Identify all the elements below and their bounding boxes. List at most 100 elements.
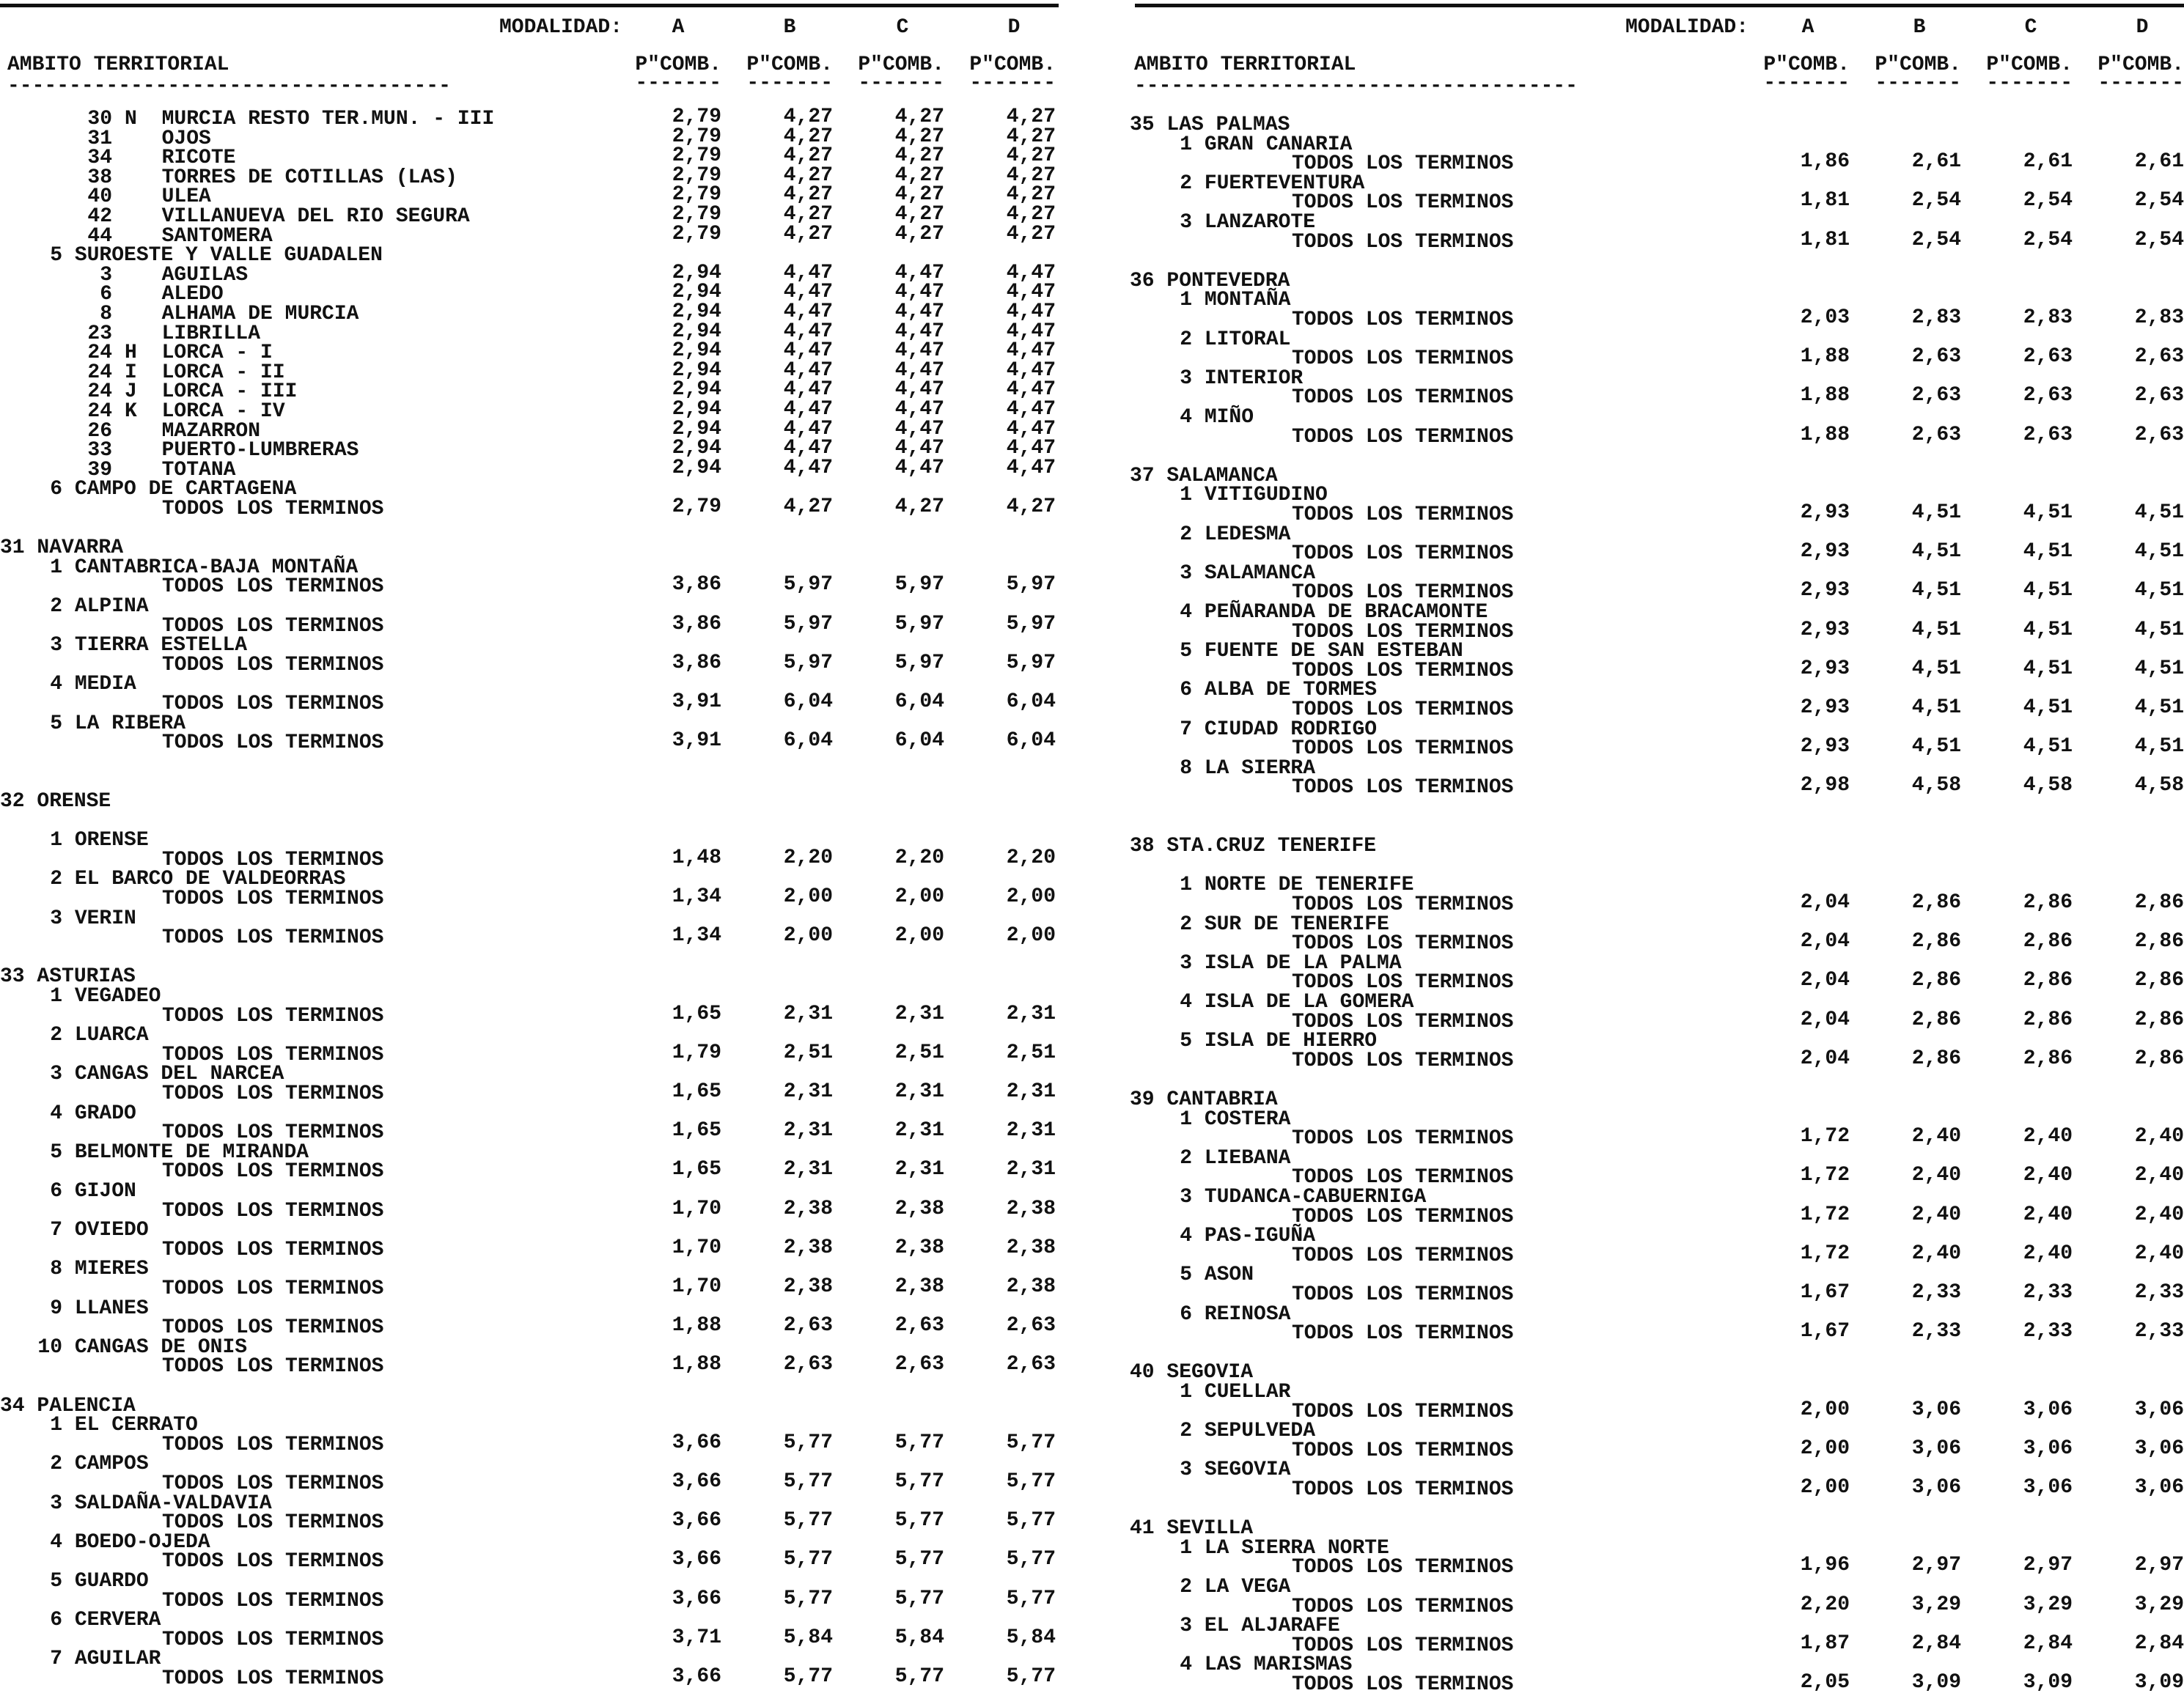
region-name: INTERIOR <box>1204 366 1304 390</box>
region-name: ISLA DE LA GOMERA <box>1204 991 1414 1014</box>
all-terms-label: TODOS LOS TERMINOS <box>1292 1244 1514 1267</box>
value-d: 2,40 <box>2134 1242 2184 1265</box>
value-d: 6,04 <box>1006 690 1056 713</box>
value-d: 2,31 <box>1006 1080 1056 1103</box>
all-terms-label: TODOS LOS TERMINOS <box>1292 542 1514 566</box>
value-d: 2,83 <box>2134 306 2184 329</box>
value-a: 2,94 <box>672 437 721 460</box>
region-heading: 3 SEGOVIA <box>1167 1460 1290 1481</box>
value-c: 2,33 <box>2023 1281 2073 1304</box>
value-b: 4,47 <box>783 281 833 304</box>
all-terms-label: TODOS LOS TERMINOS <box>162 1511 384 1535</box>
value-d: 3,09 <box>2134 1671 2184 1694</box>
all-terms-label: TODOS LOS TERMINOS <box>162 1160 384 1184</box>
region-code: 6 <box>50 478 62 501</box>
value-a: 3,66 <box>672 1470 721 1493</box>
value-a: 1,70 <box>672 1275 721 1298</box>
value-d: 2,63 <box>1006 1353 1056 1376</box>
value-c: 2,51 <box>894 1041 944 1064</box>
all-terms-label: TODOS LOS TERMINOS <box>1292 737 1514 761</box>
value-c: 2,40 <box>2023 1203 2073 1226</box>
value-c: 5,97 <box>894 573 944 597</box>
all-terms-label: TODOS LOS TERMINOS <box>162 1199 384 1223</box>
region-heading: 2 LITORAL <box>1167 329 1290 350</box>
region-heading: 4 ISLA DE LA GOMERA <box>1167 992 1413 1013</box>
value-b: 2,38 <box>783 1236 833 1259</box>
all-terms-label: TODOS LOS TERMINOS <box>162 731 384 755</box>
value-a: 2,94 <box>672 417 721 440</box>
value-d: 4,47 <box>1006 398 1056 421</box>
region-heading: 3 ISLA DE LA PALMA <box>1167 953 1401 974</box>
value-d: 2,38 <box>1006 1236 1056 1259</box>
region-name: PEÑARANDA DE BRACAMONTE <box>1204 601 1488 624</box>
region-name: LAS MARISMAS <box>1204 1653 1353 1677</box>
all-terms-label: TODOS LOS TERMINOS <box>1292 191 1514 215</box>
all-terms-label: TODOS LOS TERMINOS <box>1292 659 1514 682</box>
value-c: 5,77 <box>894 1470 944 1493</box>
value-a: 1,67 <box>1800 1320 1850 1343</box>
value-a: 1,87 <box>1800 1632 1850 1655</box>
province-heading: 40 SEGOVIA <box>1130 1361 1254 1385</box>
region-name: LA VEGA <box>1204 1576 1291 1599</box>
column-underline: ------- <box>2097 72 2184 95</box>
all-terms-label: TODOS LOS TERMINOS <box>1292 425 1514 449</box>
all-terms-label: TODOS LOS TERMINOS <box>1292 1634 1514 1657</box>
all-terms-label: TODOS LOS TERMINOS <box>1292 1127 1514 1151</box>
province-heading: 32 ORENSE <box>0 790 111 813</box>
municipality-code: 40 <box>87 185 112 209</box>
region-code: 2 <box>1180 912 1192 936</box>
value-d: 2,20 <box>1006 846 1056 869</box>
value-d: 4,47 <box>1006 378 1056 402</box>
province-heading: 41 SEVILLA <box>1130 1517 1254 1541</box>
value-c: 2,63 <box>894 1314 944 1338</box>
value-a: 2,00 <box>1800 1398 1850 1421</box>
municipality-row: 26 MAZARRON <box>87 421 260 442</box>
region-name: SUROESTE Y VALLE GUADALEN <box>74 244 383 268</box>
municipality-row: 8 ALHAMA DE MURCIA <box>87 304 359 325</box>
value-d: 5,97 <box>1006 651 1056 674</box>
value-a: 2,04 <box>1800 1008 1850 1031</box>
value-c: 2,86 <box>2023 1047 2073 1070</box>
region-code: 4 <box>1180 601 1192 624</box>
municipality-code: 30 <box>87 108 112 130</box>
value-b: 2,84 <box>1911 1632 1961 1655</box>
value-c: 4,27 <box>894 495 944 518</box>
value-b: 4,47 <box>783 417 833 440</box>
value-b: 2,33 <box>1911 1320 1961 1343</box>
region-code: 3 <box>50 634 62 657</box>
value-c: 4,27 <box>894 163 944 187</box>
municipality-code: 24 <box>87 400 112 423</box>
region-heading: 2 EL BARCO DE VALDEORRAS <box>37 869 345 890</box>
value-c: 2,31 <box>894 1119 944 1143</box>
region-name: GRAN CANARIA <box>1204 133 1353 156</box>
value-c: 2,63 <box>2023 423 2073 446</box>
value-a: 3,66 <box>672 1665 721 1688</box>
value-c: 4,47 <box>894 339 944 363</box>
value-a: 1,65 <box>672 1002 721 1025</box>
value-d: 2,54 <box>2134 189 2184 213</box>
region-heading: 6 GIJON <box>37 1181 136 1202</box>
value-b: 4,27 <box>783 183 833 207</box>
value-b: 5,84 <box>783 1626 833 1649</box>
municipality-name: LORCA - III <box>161 380 298 404</box>
region-heading: 1 ORENSE <box>37 830 148 851</box>
value-c: 2,38 <box>894 1275 944 1298</box>
value-a: 1,65 <box>672 1158 721 1181</box>
region-code: 7 <box>50 1219 62 1242</box>
value-a: 2,79 <box>672 125 721 148</box>
value-b: 4,51 <box>1911 579 1961 602</box>
value-a: 2,20 <box>1800 1593 1850 1616</box>
region-heading: 4 PEÑARANDA DE BRACAMONTE <box>1167 602 1488 623</box>
value-c: 2,86 <box>2023 969 2073 992</box>
region-name: SALAMANCA <box>1204 561 1316 585</box>
municipality-suffix: J <box>125 380 137 404</box>
region-code: 1 <box>50 985 62 1008</box>
value-b: 5,77 <box>783 1470 833 1493</box>
value-d: 2,86 <box>2134 1008 2184 1031</box>
value-d: 2,31 <box>1006 1002 1056 1025</box>
region-heading: 5 SUROESTE Y VALLE GUADALEN <box>37 246 383 266</box>
value-b: 4,47 <box>783 320 833 343</box>
region-name: LLANES <box>74 1297 149 1320</box>
region-heading: 4 MIÑO <box>1167 408 1254 428</box>
column-header: P"COMB. <box>746 54 833 76</box>
